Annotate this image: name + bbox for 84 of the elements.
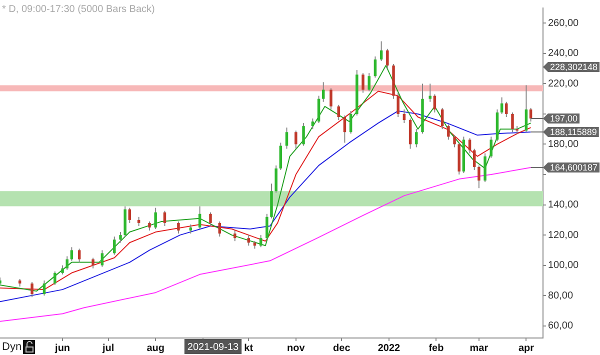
candlestick [61,264,64,275]
candlestick [374,56,377,78]
candlestick [266,213,268,240]
candlestick [163,210,166,226]
text: Dyn [2,341,22,354]
annotation: 188,115889 [550,126,597,137]
candlestick [70,246,74,262]
y-tick-label: 100,00 [548,260,580,272]
candlestick [317,95,320,124]
candlestick [302,122,305,146]
x-tick-label: nov [287,342,306,354]
candlestick [154,207,157,230]
candlestick [30,281,34,298]
candlestick [177,220,180,234]
x-tick-label: apr [518,342,534,354]
candlestick [368,72,370,92]
candlestick [472,148,476,170]
x-tick-label: dec [333,342,351,354]
candlestick [100,250,104,268]
candlestick [285,127,288,150]
y-tick-label: 240,00 [548,48,580,60]
y-tick-label: 120,00 [548,230,580,241]
chart-title: * D, 09:00-17:30 (5000 Bars Back) [2,4,155,15]
candlestick [42,280,46,296]
candlestick [478,164,480,189]
candlestick [337,104,340,121]
candlestick [505,101,508,118]
candlestick [349,110,352,134]
candlestick [511,112,514,133]
candlestick [433,94,436,113]
candlestick [218,220,222,238]
candlestick [500,96,504,114]
candlestick [343,114,346,144]
candlestick [247,234,250,246]
candlestick [189,224,192,234]
candlestick [234,230,236,242]
x-tick-label: jun [54,342,70,354]
candlestick [330,88,332,110]
candlestick [322,82,325,102]
y-tick-label: 80,00 [548,290,574,302]
candlestick [428,83,432,102]
x-tick-label: feb [428,342,444,354]
candlestick [386,48,389,70]
candlestick [274,164,278,194]
candlestick [447,124,450,140]
candlestick [440,107,444,130]
candlestick [396,92,400,118]
candlestick [362,72,364,94]
candlestick [524,84,528,133]
candlestick [259,234,262,248]
candlestick [468,138,472,154]
candlestick [279,142,282,170]
y-tick-label: 260,00 [548,18,580,29]
candlestick [66,256,68,270]
x-tick-label: mar [470,342,488,354]
candlestick [92,257,94,269]
y-tick-label: 180,00 [548,138,580,150]
x-tick-label: kt [244,342,254,354]
y-tick-label: 140,00 [548,200,580,211]
candlestick [128,207,132,224]
x-tick-label: jul [101,342,114,354]
x-tick-label: aug [146,342,164,354]
candlestick [415,128,418,148]
candlestick [137,216,140,226]
candlestick [148,220,151,232]
candlestick [78,248,81,263]
candlestick [402,108,406,124]
candlestick [453,134,456,148]
candlestick [54,270,56,286]
candlestick [119,232,122,244]
annotation: 197,00 [550,113,578,124]
candlestick [380,40,383,62]
x-tick-label: 2022 [378,342,401,354]
candlestick [198,206,202,230]
text: 228,302148 [550,62,598,72]
annotation: 164,600187 [550,162,598,173]
candlestick [490,136,493,158]
candlestick [209,212,212,226]
candlestick [311,118,314,130]
y-tick-label: 60,00 [548,320,574,332]
y-tick-label: 220,00 [548,78,580,90]
candlestick [113,236,116,256]
candlestick [294,130,298,150]
text: 2021-09-13 [187,342,240,353]
